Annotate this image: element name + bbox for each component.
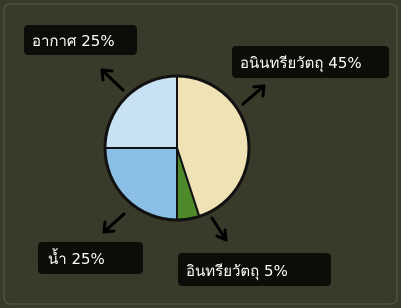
value-label: 25% xyxy=(81,32,114,50)
category-label: อนินทรียวัตถุ xyxy=(240,54,324,73)
slice-label: อนินทรียวัตถุ 45% xyxy=(240,54,362,73)
slice-label: น้ำ 25% xyxy=(48,248,105,268)
value-label: 45% xyxy=(328,54,361,72)
category-label: อินทรียวัตถุ xyxy=(186,262,259,281)
category-label: น้ำ xyxy=(48,248,67,268)
category-label: อากาศ xyxy=(32,32,77,50)
value-label: 25% xyxy=(71,250,104,268)
chart: อากาศ 25% อนินทรียวัตถุ 45% น้ำ 25% อินท… xyxy=(0,0,401,308)
slice-label: อากาศ 25% xyxy=(32,32,115,50)
value-label: 5% xyxy=(264,262,288,280)
page: อากาศ 25% อนินทรียวัตถุ 45% น้ำ 25% อินท… xyxy=(0,0,401,308)
slice-label: อินทรียวัตถุ 5% xyxy=(186,262,288,281)
pie xyxy=(105,76,249,220)
